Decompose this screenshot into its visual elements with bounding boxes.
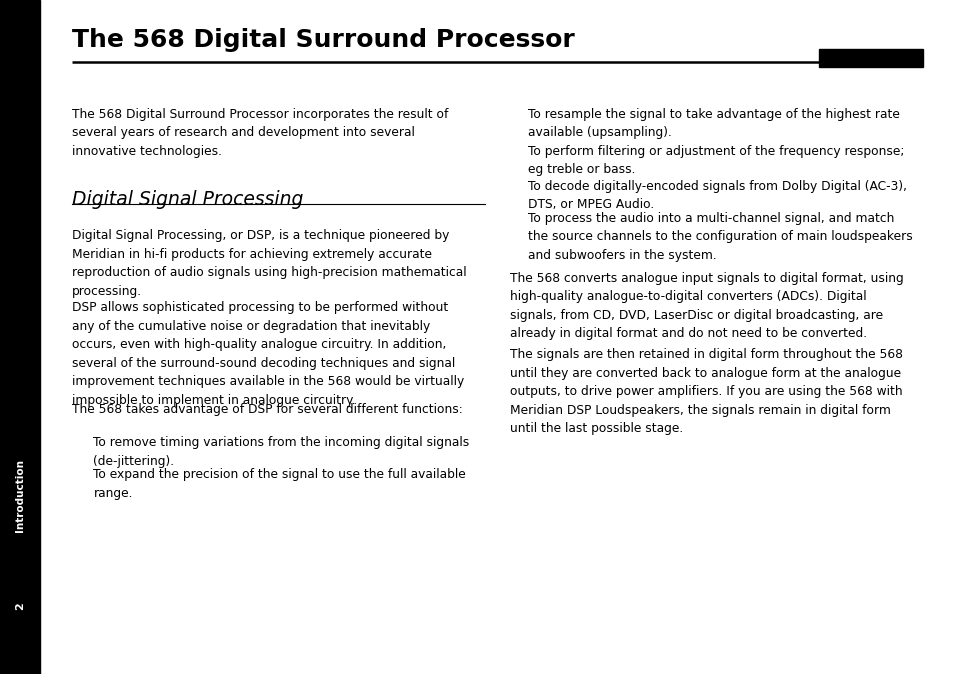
Bar xyxy=(0,0,40,674)
Text: The 568 takes advantage of DSP for several different functions:: The 568 takes advantage of DSP for sever… xyxy=(71,403,462,416)
Text: Digital Signal Processing, or DSP, is a technique pioneered by
Meridian in hi-fi: Digital Signal Processing, or DSP, is a … xyxy=(71,229,466,298)
Text: The 568 Digital Surround Processor incorporates the result of
several years of r: The 568 Digital Surround Processor incor… xyxy=(71,108,448,158)
Text: The signals are then retained in digital form throughout the 568
until they are : The signals are then retained in digital… xyxy=(510,348,902,435)
Text: To decode digitally-encoded signals from Dolby Digital (AC-3),
DTS, or MPEG Audi: To decode digitally-encoded signals from… xyxy=(527,180,905,212)
Text: Digital Signal Processing: Digital Signal Processing xyxy=(71,190,303,209)
Text: To expand the precision of the signal to use the full available
range.: To expand the precision of the signal to… xyxy=(93,468,466,500)
Text: Introduction: Introduction xyxy=(15,460,25,532)
Text: To perform filtering or adjustment of the frequency response;
eg treble or bass.: To perform filtering or adjustment of th… xyxy=(527,145,903,177)
Text: 2: 2 xyxy=(15,603,25,610)
Text: To remove timing variations from the incoming digital signals
(de-jittering).: To remove timing variations from the inc… xyxy=(93,436,469,468)
Text: To resample the signal to take advantage of the highest rate
available (upsampli: To resample the signal to take advantage… xyxy=(527,108,899,140)
Text: To process the audio into a multi-channel signal, and match
the source channels : To process the audio into a multi-channe… xyxy=(527,212,911,262)
Text: The 568 converts analogue input signals to digital format, using
high-quality an: The 568 converts analogue input signals … xyxy=(510,272,903,340)
Bar xyxy=(818,49,923,67)
Text: The 568 Digital Surround Processor: The 568 Digital Surround Processor xyxy=(71,28,574,53)
Text: DSP allows sophisticated processing to be performed without
any of the cumulativ: DSP allows sophisticated processing to b… xyxy=(71,301,463,407)
